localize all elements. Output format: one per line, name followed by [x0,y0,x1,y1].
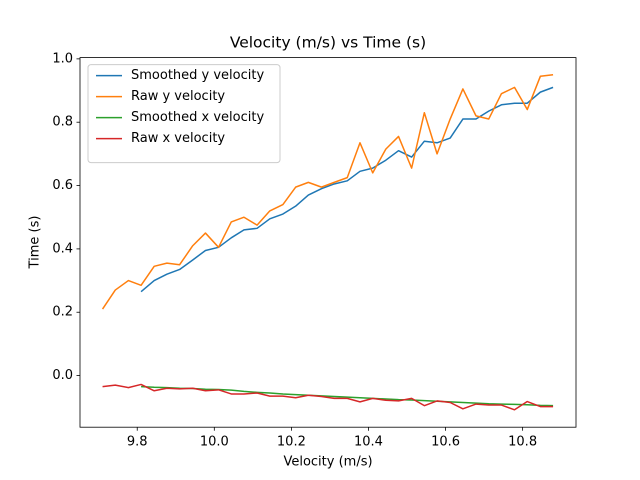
x-tick-label: 10.6 [431,435,460,450]
y-tick-label: 0.4 [52,241,73,256]
data-line [141,385,554,407]
data-line [101,73,554,310]
x-tick-label: 10.4 [354,435,383,450]
y-tick-label: 0.2 [52,305,73,320]
x-tick-label: 10.2 [277,435,306,450]
x-tick-label: 10.8 [508,435,537,450]
plot-frame [79,57,577,428]
data-line [140,86,554,293]
x-axis-label: Velocity (m/s) [283,455,372,470]
legend-label: Smoothed x velocity [131,110,264,125]
x-tick-label: 9.8 [127,435,148,450]
data-line [102,383,554,411]
y-tick-label: 0.6 [52,178,73,193]
y-tick-label: 1.0 [52,51,73,66]
chart-title: Velocity (m/s) vs Time (s) [230,34,426,52]
legend-label: Smoothed y velocity [131,68,264,83]
x-tick-label: 10.0 [200,435,229,450]
y-axis-label: Time (s) [28,216,43,270]
y-tick-label: 0.0 [52,368,73,383]
legend-label: Raw y velocity [131,89,225,104]
y-tick-label: 0.8 [52,115,73,130]
legend-label: Raw x velocity [131,131,225,146]
legend-box [87,64,281,164]
